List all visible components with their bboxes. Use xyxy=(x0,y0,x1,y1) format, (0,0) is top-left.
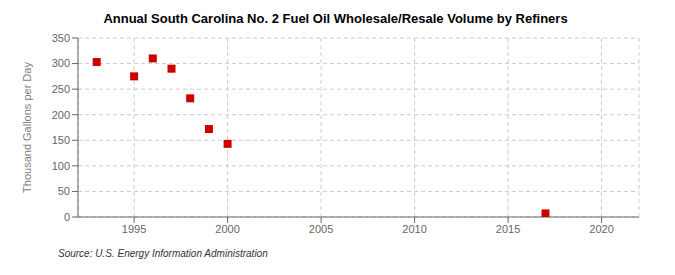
svg-text:250: 250 xyxy=(52,83,70,95)
svg-text:300: 300 xyxy=(52,57,70,69)
svg-text:2005: 2005 xyxy=(309,223,333,235)
svg-text:100: 100 xyxy=(52,160,70,172)
svg-text:2015: 2015 xyxy=(496,223,520,235)
html-text:Source: U.S. Energy Informatio: Source: U.S. Energy Information Administ… xyxy=(58,248,268,259)
svg-text:2020: 2020 xyxy=(589,223,613,235)
svg-text:350: 350 xyxy=(52,32,70,44)
svg-text:1995: 1995 xyxy=(122,223,146,235)
html-text:Annual South Carolina No. 2 Fu: Annual South Carolina No. 2 Fuel Oil Who… xyxy=(103,11,568,26)
svg-text:2010: 2010 xyxy=(402,223,426,235)
svg-text:2000: 2000 xyxy=(215,223,239,235)
svg-text:200: 200 xyxy=(52,109,70,121)
svg-text:50: 50 xyxy=(58,185,70,197)
svg-text:0: 0 xyxy=(64,211,70,223)
svg-text:150: 150 xyxy=(52,134,70,146)
svg-text:Thousand Gallons per Day: Thousand Gallons per Day xyxy=(21,62,33,193)
